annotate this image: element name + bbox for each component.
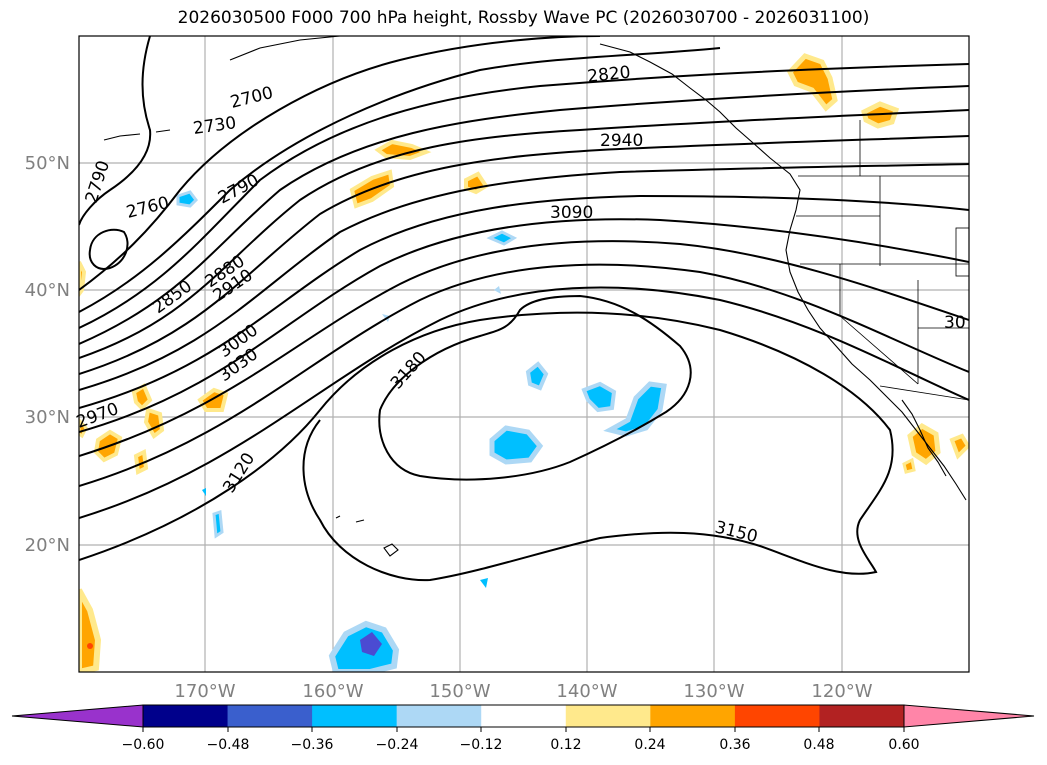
- anomaly-negative: [489, 425, 544, 465]
- colorbar-segment: [143, 705, 229, 727]
- border-state: [955, 227, 969, 277]
- lon-label: 150°W: [429, 681, 490, 702]
- colorbar-frame: [142, 704, 905, 728]
- contour-label: 3090: [550, 203, 593, 223]
- anomaly-negative: [202, 488, 206, 496]
- lat-label: 20°N: [25, 535, 70, 556]
- colorbar-tick-label: 0.24: [634, 737, 665, 753]
- contour-label: 2940: [600, 131, 643, 151]
- contour-3120: [79, 311, 894, 582]
- longitude-labels: 170°W 160°W 150°W 140°W 130°W 120°W: [174, 681, 872, 702]
- anomaly-negative: [486, 230, 518, 246]
- colorbar-tick-label: −0.36: [291, 737, 334, 753]
- contour-2850: [79, 85, 969, 345]
- colorbar-tick-label: 0.60: [888, 737, 919, 753]
- contour-3060: [79, 263, 969, 487]
- anomaly-positive: [79, 261, 87, 298]
- colorbar-tick-label: 0.36: [719, 737, 750, 753]
- contour-2790-west: [79, 36, 152, 226]
- coastline-aleutians: [155, 129, 171, 133]
- island-hawaii: [383, 543, 399, 557]
- anomaly-negative: [525, 361, 549, 391]
- contour-2880: [79, 109, 969, 359]
- anomaly-positive: [902, 457, 916, 474]
- anomaly-shading: [79, 53, 969, 672]
- contour-2790: [79, 47, 721, 313]
- contour-3030: [79, 240, 969, 457]
- colorbar-segments: [143, 705, 905, 727]
- coastline-aleutians: [103, 133, 141, 141]
- contour-2910: [79, 135, 969, 375]
- lat-label: 50°N: [25, 153, 70, 174]
- height-contours: [79, 36, 969, 582]
- anomaly-negative: [212, 509, 224, 539]
- colorbar: −0.60 −0.48 −0.36 −0.24 −0.12 0.12 0.24 …: [11, 704, 1035, 753]
- lat-label: 30°N: [25, 407, 70, 428]
- colorbar-segment: [481, 705, 567, 727]
- anomaly-positive: [133, 448, 149, 476]
- anomaly-negative: [176, 190, 198, 208]
- contour-3090: [79, 286, 969, 519]
- coastline-alaska-peninsula: [229, 36, 341, 61]
- colorbar-segment: [650, 705, 736, 727]
- contour-label: 30: [944, 313, 966, 333]
- anomaly-negative: [494, 286, 501, 294]
- colorbar-segment: [565, 705, 651, 727]
- colorbar-tick-label: −0.24: [376, 737, 419, 753]
- island-hawaii: [355, 519, 365, 523]
- coastline-north-america: [599, 43, 967, 501]
- colorbar-segment: [734, 705, 820, 727]
- contour-2940: [79, 163, 969, 391]
- anomaly-positive: [374, 139, 432, 161]
- colorbar-tick-label: 0.12: [550, 737, 581, 753]
- colorbar-extend-high: [903, 704, 1035, 728]
- colorbar-tick-label: 0.48: [803, 737, 834, 753]
- colorbar-extend-low: [11, 704, 144, 728]
- graticule: [79, 36, 969, 672]
- lon-label: 160°W: [302, 681, 363, 702]
- lon-label: 170°W: [174, 681, 235, 702]
- colorbar-segment: [227, 705, 313, 727]
- map-title: 2026030500 F000 700 hPa height, Rossby W…: [177, 8, 870, 28]
- anomaly-positive: [143, 407, 165, 439]
- colorbar-segment: [396, 705, 482, 727]
- contour-2760: [79, 36, 601, 291]
- border-us-mexico: [879, 385, 969, 401]
- anomaly-negative-strong: [360, 632, 382, 656]
- anomaly-positive: [79, 588, 102, 672]
- lat-label: 40°N: [25, 280, 70, 301]
- colorbar-ticks: −0.60 −0.48 −0.36 −0.24 −0.12 0.12 0.24 …: [122, 727, 920, 753]
- contour-2970: [79, 194, 969, 409]
- contour-2820: [79, 63, 969, 329]
- contour-label: 2820: [586, 63, 631, 87]
- anomaly-negative: [581, 381, 617, 413]
- map-frame: [78, 35, 970, 673]
- anomaly-positive: [949, 433, 969, 460]
- coastline-baja: [901, 399, 947, 477]
- latitude-labels: 50°N 40°N 30°N 20°N: [25, 153, 70, 556]
- anomaly-positive-strong: [87, 643, 93, 649]
- coastlines: [103, 36, 967, 557]
- island-hawaii: [335, 515, 341, 519]
- anomaly-negative: [480, 578, 488, 588]
- colorbar-segment: [819, 705, 905, 727]
- contour-3180: [378, 294, 692, 481]
- colorbar-tick-label: −0.60: [122, 737, 165, 753]
- colorbar-tick-label: −0.12: [460, 737, 503, 753]
- lon-label: 130°W: [683, 681, 744, 702]
- contour-3000: [79, 218, 969, 433]
- colorbar-tick-label: −0.48: [207, 737, 250, 753]
- political-borders: [796, 120, 969, 401]
- lon-label: 120°W: [811, 681, 872, 702]
- lon-label: 140°W: [556, 681, 617, 702]
- colorbar-segment: [312, 705, 398, 727]
